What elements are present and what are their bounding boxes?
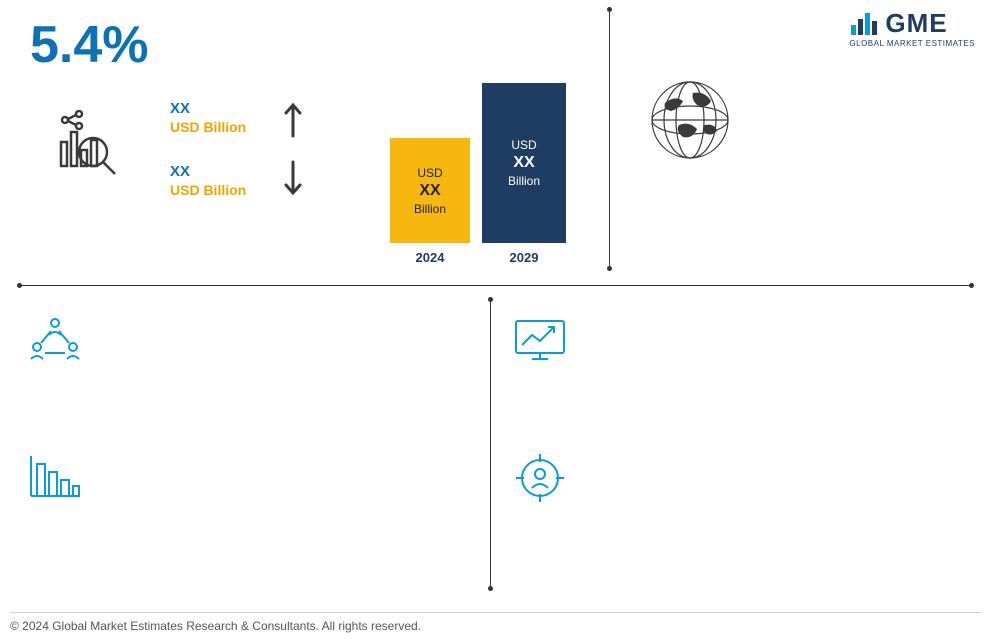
bar-2024: USD XX Billion (390, 138, 470, 243)
divider-vertical-bottom (490, 300, 491, 588)
divider-horizontal (20, 285, 971, 286)
bar-2029: USD XX Billion (482, 83, 566, 243)
logo-subtext: GLOBAL MARKET ESTIMATES (849, 39, 975, 48)
bar-2024-xx: XX (390, 182, 470, 200)
bar-2029-usd: USD (482, 138, 566, 152)
bar-label-2029: 2029 (484, 250, 564, 265)
arrow-down-icon (283, 160, 303, 196)
logo-main: GME (849, 8, 975, 39)
bar-chart-icon (25, 450, 85, 505)
bar-2029-xx: XX (482, 154, 566, 172)
projection-rows: XX USD Billion XX USD Billion (170, 100, 246, 226)
footer-text: © 2024 Global Market Estimates Research … (10, 619, 421, 633)
logo-text: GME (885, 8, 947, 39)
cagr-block: 5.4% (30, 15, 149, 75)
projection-high-unit: USD Billion (170, 119, 246, 135)
footer: © 2024 Global Market Estimates Research … (10, 612, 981, 633)
cagr-value: 5.4% (30, 15, 149, 75)
divider-vertical-top (609, 10, 610, 268)
globe-icon (645, 75, 735, 165)
projection-low-xx: XX (170, 163, 246, 180)
infographic-container: 5.4% XX USD Billion XX (0, 0, 991, 641)
monitor-trend-icon (510, 315, 570, 370)
gme-logo: GME GLOBAL MARKET ESTIMATES (849, 8, 975, 48)
logo-mark-icon (849, 11, 879, 37)
arrow-up-icon (283, 102, 303, 138)
bar-2024-usd: USD (390, 166, 470, 180)
bar-chart: USD XX Billion USD XX Billion 2024 2029 (370, 85, 590, 265)
bar-label-2024: 2024 (390, 250, 470, 265)
projection-high-xx: XX (170, 100, 246, 117)
projection-low: XX USD Billion (170, 163, 246, 198)
target-user-icon (510, 450, 570, 505)
bar-2029-billion: Billion (482, 174, 566, 188)
bar-2024-billion: Billion (390, 202, 470, 216)
people-network-icon (25, 315, 85, 370)
analysis-icon (55, 110, 125, 180)
projection-high: XX USD Billion (170, 100, 246, 135)
projection-low-unit: USD Billion (170, 182, 246, 198)
